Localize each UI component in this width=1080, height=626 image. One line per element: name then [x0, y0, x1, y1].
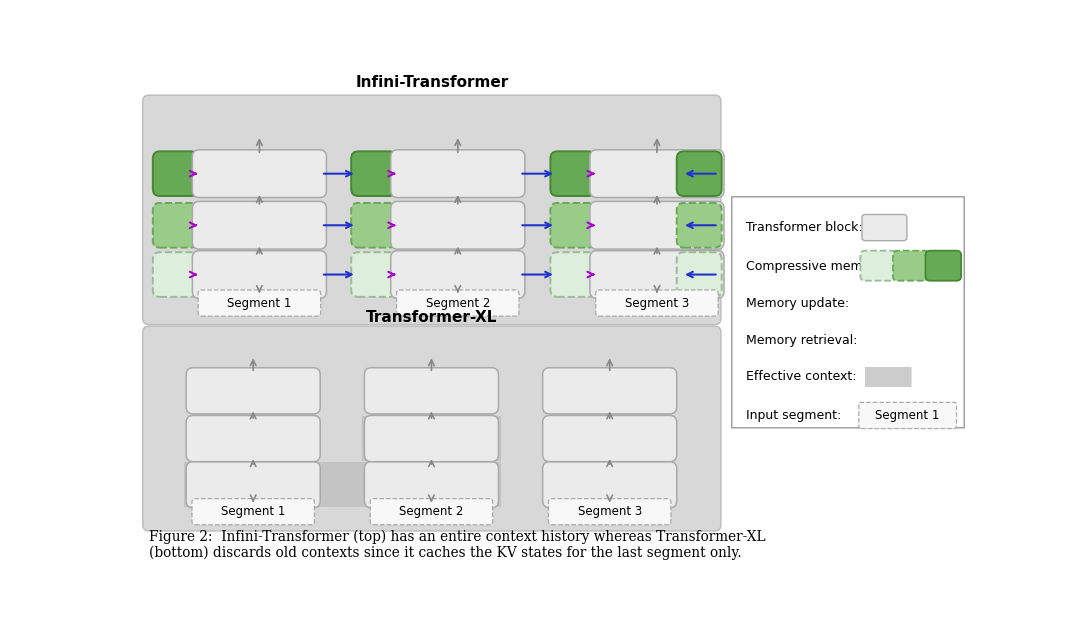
FancyBboxPatch shape — [590, 150, 724, 198]
Text: Figure 2:  Infini-Transformer (top) has an entire context history whereas Transf: Figure 2: Infini-Transformer (top) has a… — [149, 530, 766, 560]
FancyBboxPatch shape — [364, 416, 499, 461]
FancyBboxPatch shape — [391, 202, 525, 249]
FancyBboxPatch shape — [351, 203, 396, 248]
FancyBboxPatch shape — [364, 367, 499, 414]
FancyBboxPatch shape — [153, 252, 198, 297]
FancyBboxPatch shape — [926, 250, 961, 280]
FancyBboxPatch shape — [351, 252, 396, 297]
Text: Segment 3: Segment 3 — [625, 297, 689, 309]
FancyBboxPatch shape — [542, 416, 677, 461]
FancyBboxPatch shape — [551, 151, 595, 196]
FancyBboxPatch shape — [351, 151, 396, 196]
FancyBboxPatch shape — [677, 252, 721, 297]
FancyBboxPatch shape — [391, 150, 525, 198]
FancyBboxPatch shape — [192, 499, 314, 525]
FancyBboxPatch shape — [396, 290, 519, 316]
FancyBboxPatch shape — [153, 203, 198, 248]
FancyBboxPatch shape — [198, 290, 321, 316]
Text: Segment 1: Segment 1 — [221, 505, 285, 518]
Text: Segment 3: Segment 3 — [578, 505, 642, 518]
Text: Compressive memory:: Compressive memory: — [745, 260, 886, 272]
FancyBboxPatch shape — [862, 215, 907, 240]
FancyBboxPatch shape — [186, 461, 321, 508]
FancyBboxPatch shape — [865, 367, 912, 387]
FancyBboxPatch shape — [859, 403, 957, 429]
FancyBboxPatch shape — [143, 95, 721, 325]
FancyBboxPatch shape — [551, 203, 595, 248]
FancyBboxPatch shape — [549, 499, 671, 525]
Text: Segment 1: Segment 1 — [227, 297, 292, 309]
Text: Memory retrieval:: Memory retrieval: — [745, 334, 858, 347]
FancyBboxPatch shape — [677, 151, 721, 196]
FancyBboxPatch shape — [590, 250, 724, 299]
Text: Infini-Transformer: Infini-Transformer — [355, 74, 509, 90]
Bar — [184, 463, 501, 507]
Text: Segment 2: Segment 2 — [426, 297, 490, 309]
FancyBboxPatch shape — [677, 203, 721, 248]
FancyBboxPatch shape — [732, 197, 964, 428]
FancyBboxPatch shape — [364, 461, 499, 508]
FancyBboxPatch shape — [596, 290, 718, 316]
FancyBboxPatch shape — [590, 202, 724, 249]
FancyBboxPatch shape — [551, 252, 595, 297]
FancyBboxPatch shape — [186, 416, 321, 461]
FancyBboxPatch shape — [143, 326, 721, 531]
FancyBboxPatch shape — [542, 461, 677, 508]
Text: Segment 2: Segment 2 — [400, 505, 463, 518]
FancyBboxPatch shape — [861, 250, 896, 280]
FancyBboxPatch shape — [153, 151, 198, 196]
FancyBboxPatch shape — [186, 367, 321, 414]
Text: Transformer-XL: Transformer-XL — [366, 310, 498, 325]
Text: Input segment:: Input segment: — [745, 409, 841, 422]
FancyBboxPatch shape — [391, 250, 525, 299]
FancyBboxPatch shape — [192, 150, 326, 198]
FancyBboxPatch shape — [192, 202, 326, 249]
Bar — [362, 416, 501, 461]
Text: Segment 1: Segment 1 — [876, 409, 940, 422]
FancyBboxPatch shape — [893, 250, 929, 280]
Text: Effective context:: Effective context: — [745, 371, 856, 384]
Text: Transformer block:: Transformer block: — [745, 221, 862, 234]
FancyBboxPatch shape — [542, 367, 677, 414]
FancyBboxPatch shape — [192, 250, 326, 299]
Bar — [184, 463, 323, 507]
Text: Memory update:: Memory update: — [745, 297, 849, 309]
FancyBboxPatch shape — [370, 499, 492, 525]
